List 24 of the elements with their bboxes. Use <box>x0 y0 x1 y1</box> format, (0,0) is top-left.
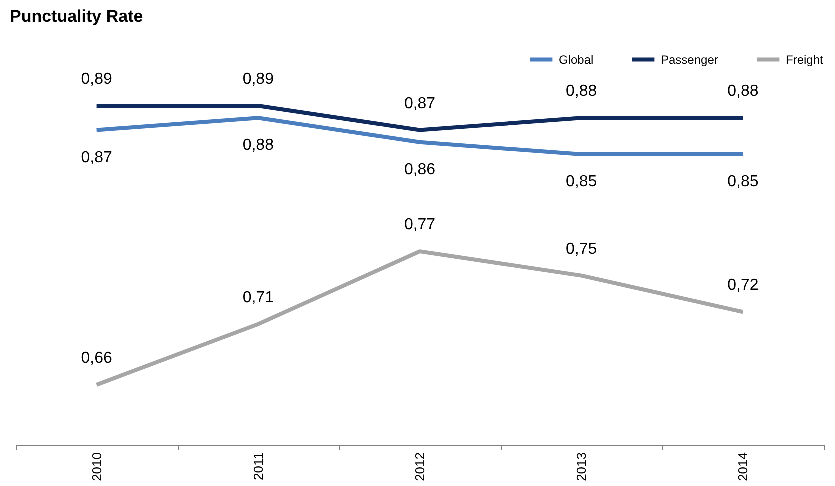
data-label: 0,77 <box>404 216 436 234</box>
data-label: 0,88 <box>242 137 274 154</box>
data-label: 0,71 <box>242 289 274 306</box>
data-label: 0,85 <box>566 174 598 191</box>
data-label: 0,89 <box>242 71 274 88</box>
x-tick-label: 2011 <box>250 452 266 480</box>
legend-label: Global <box>559 52 594 67</box>
data-label: 0,85 <box>728 174 759 191</box>
data-label: 0,87 <box>81 149 112 166</box>
data-label: 0,66 <box>81 350 112 367</box>
data-label: 0,72 <box>728 277 759 294</box>
legend-label: Freight <box>786 52 824 67</box>
x-tick-label: 2014 <box>736 452 751 482</box>
chart-title: Punctuality Rate <box>10 7 144 26</box>
x-tick-label: 2013 <box>574 452 590 482</box>
x-tick-label: 2010 <box>89 452 104 482</box>
data-label: 0,87 <box>404 95 436 112</box>
data-label: 0,86 <box>404 161 436 178</box>
data-label: 0,88 <box>566 83 598 100</box>
data-label: 0,88 <box>728 83 759 100</box>
x-tick-label: 2012 <box>412 452 428 482</box>
data-label: 0,75 <box>566 240 598 258</box>
legend-label: Passenger <box>661 52 718 67</box>
data-label: 0,89 <box>81 71 112 88</box>
